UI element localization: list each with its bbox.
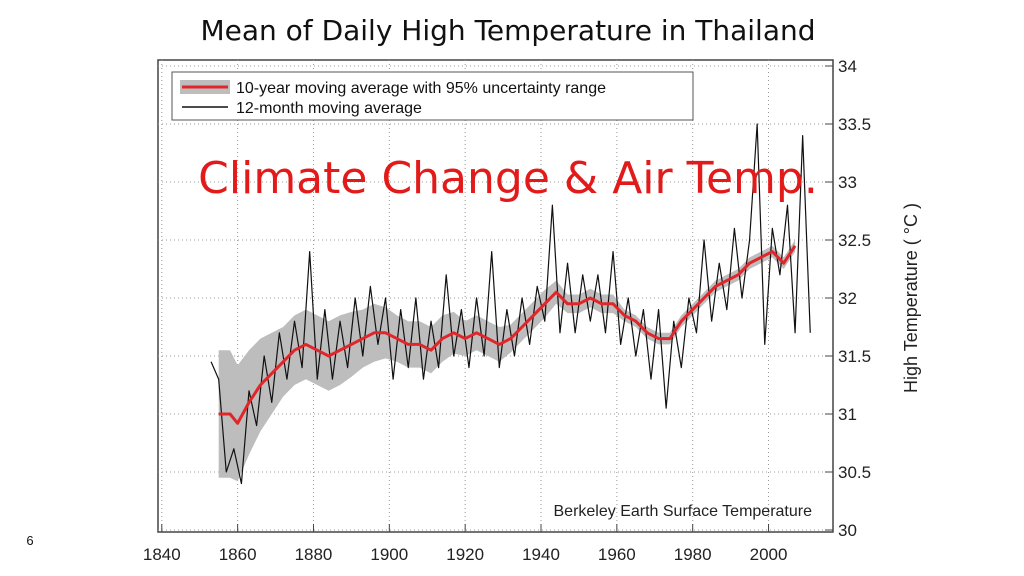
y-tick-label: 32.5 [838, 231, 871, 250]
y-tick-label: 33.5 [838, 115, 871, 134]
x-tick-label: 2000 [750, 545, 788, 564]
y-tick-label: 33 [838, 173, 857, 192]
page-number: 6 [26, 533, 33, 548]
y-tick-label: 31.5 [838, 347, 871, 366]
x-tick-label: 1940 [522, 545, 560, 564]
y-tick-label: 30 [838, 521, 857, 540]
y-tick-label: 31 [838, 405, 857, 424]
x-tick-label: 1860 [219, 545, 257, 564]
overlay-title: Climate Change & Air Temp. [198, 153, 818, 204]
y-tick-label: 34 [838, 57, 857, 76]
x-tick-label: 1840 [143, 545, 181, 564]
plot-frame [157, 59, 834, 533]
series-line [210, 123, 811, 485]
y-tick-label: 32 [838, 289, 857, 308]
slide-title: Mean of Daily High Temperature in Thaila… [200, 14, 815, 47]
x-tick-label: 1880 [295, 545, 333, 564]
annotation: Berkeley Earth Surface Temperature [554, 503, 813, 520]
y-tick-label: 30.5 [838, 463, 871, 482]
x-tick-label: 1900 [370, 545, 408, 564]
x-tick-label: 1920 [446, 545, 484, 564]
y-axis-label: High Temperature ( °C ) [901, 203, 921, 393]
legend-label: 12-month moving average [236, 100, 422, 117]
uncertainty-band [218, 240, 796, 482]
series-line [218, 244, 797, 425]
legend-label: 10-year moving average with 95% uncertai… [236, 80, 606, 97]
x-tick-label: 1980 [674, 545, 712, 564]
x-tick-label: 1960 [598, 545, 636, 564]
legend-box [171, 71, 694, 121]
